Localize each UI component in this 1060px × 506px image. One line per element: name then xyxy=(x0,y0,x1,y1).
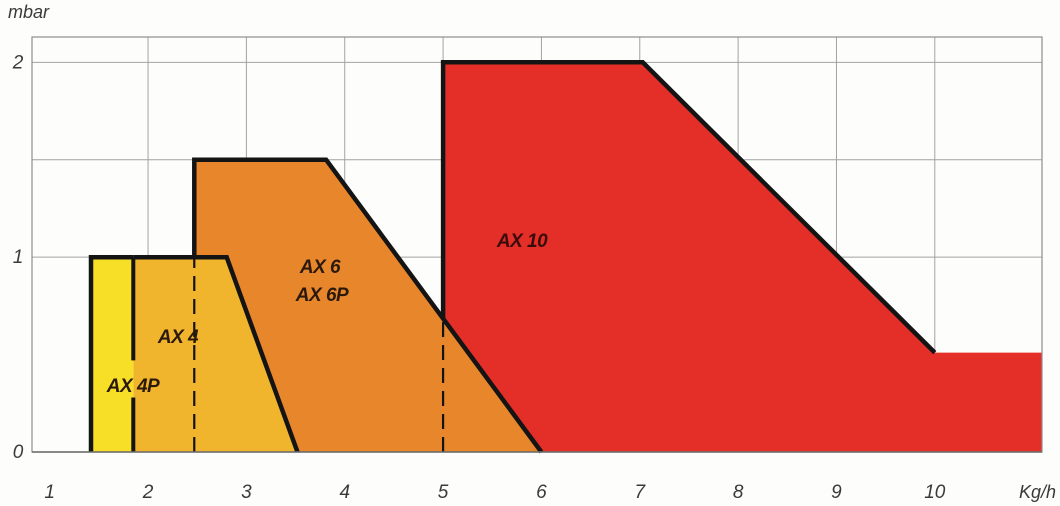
x-tick-label: 9 xyxy=(831,482,842,503)
x-tick-label: 1 xyxy=(44,482,55,503)
range-dividers xyxy=(131,257,445,452)
x-tick-label: 5 xyxy=(438,482,449,503)
region-label-ax-4: AX 4 xyxy=(157,327,199,348)
region-label-ax-6p: AX 6P xyxy=(295,285,349,306)
range-area-ax-4p xyxy=(91,257,134,452)
range-outline-ax-10 xyxy=(440,60,937,452)
x-tick-label: 10 xyxy=(924,482,946,503)
region-labels: AX 10 AX 6 AX 6P AX 4 AX 4P xyxy=(106,231,549,397)
x-axis-title: Kg/h xyxy=(1019,482,1056,502)
region-label-ax-6: AX 6 xyxy=(299,257,341,278)
x-tick-label: 6 xyxy=(536,482,547,503)
y-tick-label: 0 xyxy=(13,442,24,463)
y-tick-label: 1 xyxy=(13,247,24,268)
range-area-ax-10 xyxy=(443,62,1043,453)
x-tick-label: 2 xyxy=(142,482,154,503)
range-area-ax-6 xyxy=(194,159,542,452)
y-axis-title: mbar xyxy=(8,2,50,22)
range-area-ax-4 xyxy=(133,257,298,452)
region-label-ax-4p: AX 4P xyxy=(106,376,160,397)
range-outline-ax-4p xyxy=(88,254,134,452)
x-tick-label: 7 xyxy=(634,482,646,503)
range-outline-ax-4 xyxy=(133,254,300,453)
x-tick-label: 4 xyxy=(339,482,350,503)
region-label-ax-10: AX 10 xyxy=(496,231,548,252)
working-range-areas xyxy=(88,60,1043,454)
y-tick-label: 2 xyxy=(12,52,24,73)
x-tick-label: 3 xyxy=(241,482,252,503)
x-tick-label: 8 xyxy=(733,482,744,503)
